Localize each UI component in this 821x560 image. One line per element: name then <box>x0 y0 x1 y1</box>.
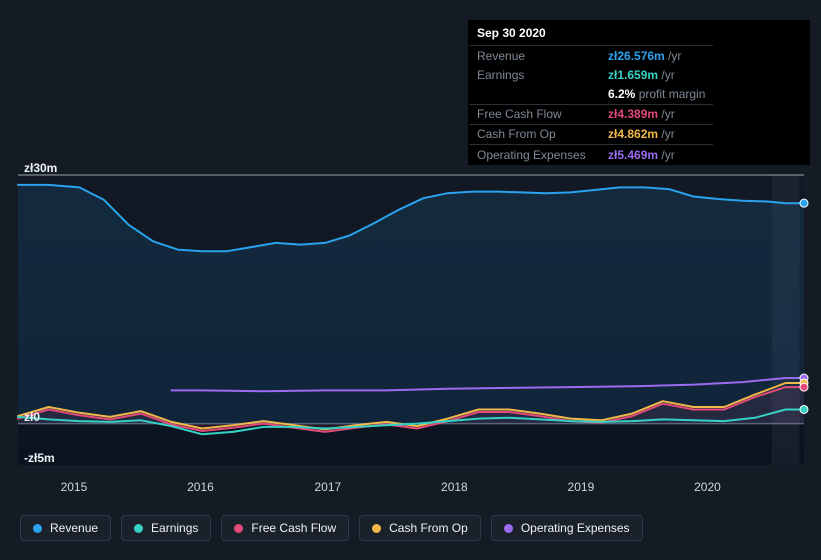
legend-label: Earnings <box>151 521 198 535</box>
legend-item[interactable]: Earnings <box>121 515 211 541</box>
y-tick-label: zł0 <box>24 410 40 424</box>
legend-label: Operating Expenses <box>521 521 630 535</box>
legend-item[interactable]: Revenue <box>20 515 111 541</box>
legend-item[interactable]: Operating Expenses <box>491 515 643 541</box>
legend-item[interactable]: Free Cash Flow <box>221 515 349 541</box>
legend-dot-icon <box>372 524 381 533</box>
legend-item[interactable]: Cash From Op <box>359 515 481 541</box>
x-tick-label: 2020 <box>694 480 721 494</box>
legend-dot-icon <box>33 524 42 533</box>
x-tick-label: 2019 <box>568 480 595 494</box>
x-tick-label: 2015 <box>61 480 88 494</box>
legend-label: Cash From Op <box>389 521 468 535</box>
legend: Revenue Earnings Free Cash Flow Cash From O… <box>20 515 643 541</box>
legend-dot-icon <box>234 524 243 533</box>
chart-container: Sep 30 2020 Revenuezł26.576m /yrEarnings… <box>0 0 821 560</box>
x-tick-label: 2017 <box>314 480 341 494</box>
x-tick-label: 2018 <box>441 480 468 494</box>
legend-dot-icon <box>504 524 513 533</box>
line-chart[interactable] <box>0 0 821 560</box>
y-tick-label: zł30m <box>24 161 57 175</box>
x-tick-label: 2016 <box>187 480 214 494</box>
legend-label: Free Cash Flow <box>251 521 336 535</box>
y-tick-label: -zł5m <box>24 451 55 465</box>
legend-label: Revenue <box>50 521 98 535</box>
legend-dot-icon <box>134 524 143 533</box>
